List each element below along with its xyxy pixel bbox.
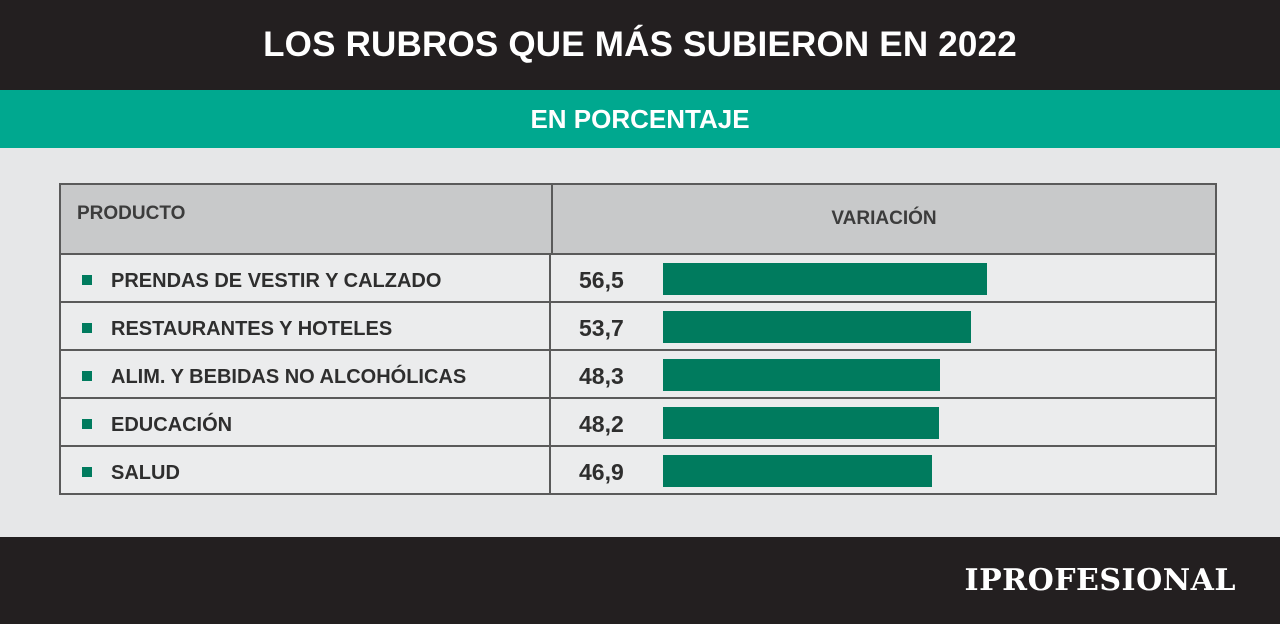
table-row: SALUD 46,9: [61, 447, 1215, 495]
column-divider: [549, 399, 551, 445]
header-variation: VARIACIÓN: [551, 185, 1215, 253]
value-label: 46,9: [579, 459, 624, 485]
data-table: PRODUCTO VARIACIÓN PRENDAS DE VESTIR Y C…: [59, 183, 1217, 495]
category-label: ALIM. Y BEBIDAS NO ALCOHÓLICAS: [111, 366, 467, 388]
bar: [663, 263, 987, 295]
column-divider: [549, 447, 551, 495]
bar: [663, 359, 940, 391]
value-label: 48,3: [579, 363, 624, 389]
row-bullet: [82, 467, 92, 477]
bar: [663, 311, 971, 343]
row-bullet: [82, 371, 92, 381]
table-row: PRENDAS DE VESTIR Y CALZADO 56,5: [61, 255, 1215, 303]
category-label: RESTAURANTES Y HOTELES: [111, 318, 393, 340]
row-bullet: [82, 275, 92, 285]
table-row: RESTAURANTES Y HOTELES 53,7: [61, 303, 1215, 351]
column-divider: [549, 255, 551, 301]
bar: [663, 455, 932, 487]
category-label: SALUD: [111, 462, 180, 484]
iprofesional-logo: IPROFESIONAL: [964, 563, 1236, 598]
table-row: ALIM. Y BEBIDAS NO ALCOHÓLICAS 48,3: [61, 351, 1215, 399]
value-label: 48,2: [579, 411, 624, 437]
header-product: PRODUCTO: [77, 203, 186, 224]
value-label: 56,5: [579, 267, 624, 293]
column-divider: [549, 351, 551, 397]
table-row: EDUCACIÓN 48,2: [61, 399, 1215, 447]
bar: [663, 407, 939, 439]
row-bullet: [82, 419, 92, 429]
column-divider: [549, 303, 551, 349]
content-area: PRODUCTO VARIACIÓN PRENDAS DE VESTIR Y C…: [0, 148, 1280, 537]
category-label: PRENDAS DE VESTIR Y CALZADO: [111, 270, 442, 292]
category-label: EDUCACIÓN: [111, 414, 233, 436]
value-label: 53,7: [579, 315, 624, 341]
table-header: PRODUCTO VARIACIÓN: [61, 185, 1215, 255]
subheader-bar: EN PORCENTAJE: [0, 90, 1280, 148]
header-bar: LOS RUBROS QUE MÁS SUBIERON EN 2022: [0, 0, 1280, 90]
chart-subtitle: EN PORCENTAJE: [530, 103, 750, 134]
row-bullet: [82, 323, 92, 333]
chart-title: LOS RUBROS QUE MÁS SUBIERON EN 2022: [263, 25, 1017, 64]
footer-bar: IPROFESIONAL: [0, 537, 1280, 624]
